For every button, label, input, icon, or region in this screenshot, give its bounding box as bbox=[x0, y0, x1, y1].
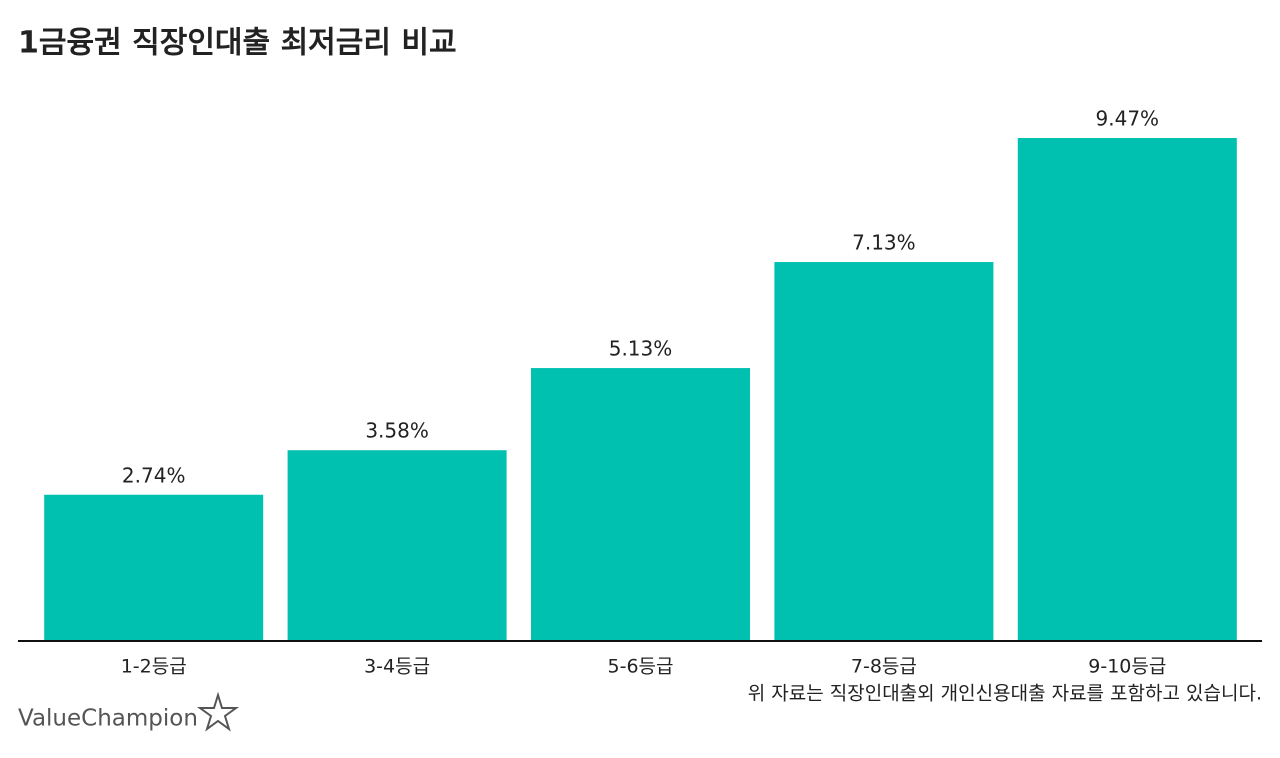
bar bbox=[774, 262, 994, 640]
x-tick-label: 9-10등급 bbox=[1088, 656, 1166, 678]
bar bbox=[44, 494, 264, 640]
value-label: 2.74% bbox=[122, 463, 186, 487]
brand-logo: ValueChampion bbox=[18, 706, 198, 732]
bar bbox=[1017, 138, 1237, 640]
value-label: 7.13% bbox=[852, 231, 916, 255]
chart-title: 1금융권 직장인대출 최저금리 비교 bbox=[18, 26, 457, 61]
brand-star bbox=[196, 691, 240, 732]
x-tick-label: 5-6등급 bbox=[608, 656, 674, 678]
bar bbox=[531, 368, 750, 640]
value-label: 3.58% bbox=[365, 419, 429, 443]
footnote: 위 자료는 직장인대출외 개인신용대출 자료를 포함하고 있습니다. bbox=[748, 683, 1262, 705]
bar bbox=[287, 450, 507, 640]
x-tick-label: 3-4등급 bbox=[364, 656, 430, 678]
x-tick-label: 1-2등급 bbox=[121, 656, 187, 678]
value-label: 9.47% bbox=[1096, 107, 1160, 131]
x-tick-label: 7-8등급 bbox=[851, 656, 917, 678]
value-label: 5.13% bbox=[609, 337, 673, 361]
